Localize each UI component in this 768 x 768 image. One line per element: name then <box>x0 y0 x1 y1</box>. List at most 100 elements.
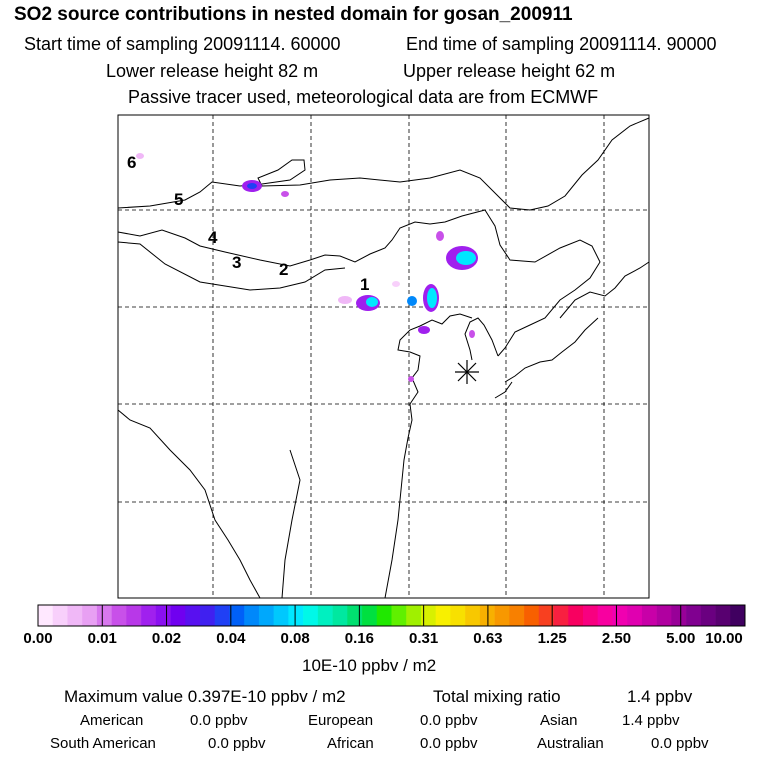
colorbar-cell <box>568 605 584 626</box>
colorbar-cell <box>362 605 378 626</box>
blob-inner-mongolia <box>338 296 352 304</box>
blob-north-china <box>392 281 400 287</box>
african-label: African <box>327 735 374 752</box>
blob-baikal-core <box>247 183 257 189</box>
japan-honshu <box>504 317 599 383</box>
blob-ne-2-core <box>456 251 476 265</box>
total-mixing-value: 1.4 ppbv <box>627 687 693 706</box>
colorbar-cell <box>141 605 157 626</box>
japan-kyushu <box>494 381 513 399</box>
blob-far-west <box>136 153 144 159</box>
start-time: Start time of sampling 20091114. 60000 <box>24 34 341 54</box>
colorbar-cell <box>700 605 716 626</box>
colorbar-cell <box>524 605 540 626</box>
african-value: 0.0 ppbv <box>420 735 478 752</box>
colorbar-tick-label: 0.31 <box>409 630 439 647</box>
colorbar-cell <box>715 605 731 626</box>
lower-release-height: Lower release height 82 m <box>106 61 319 81</box>
colorbar-cell <box>686 605 702 626</box>
south-border <box>117 409 261 599</box>
colorbar-cell <box>597 605 613 626</box>
australian-label: Australian <box>537 735 604 752</box>
colorbar-tick-label: 2.50 <box>601 630 632 647</box>
indochina-border <box>281 449 301 599</box>
map-chart: 1 2 3 4 5 6 <box>37 114 746 627</box>
colorbar <box>37 604 746 627</box>
colorbar-tick-label: 0.00 <box>23 630 53 647</box>
colorbar-cell <box>494 605 510 626</box>
blob-korea <box>469 330 475 338</box>
colorbar-tick-label: 1.25 <box>537 630 567 647</box>
manchuria-border <box>484 209 601 357</box>
region-label-6: 6 <box>127 153 136 172</box>
region-labels: 1 2 3 4 5 6 <box>127 153 369 294</box>
colorbar-cell <box>332 605 348 626</box>
colorbar-cell <box>52 605 68 626</box>
colorbar-cell <box>627 605 643 626</box>
colorbar-cell <box>303 605 319 626</box>
australian-value: 0.0 ppbv <box>651 735 709 752</box>
map-frame <box>117 114 650 599</box>
colorbar-cell <box>67 605 83 626</box>
colorbar-cell <box>479 605 495 626</box>
colorbar-cell <box>450 605 466 626</box>
colorbar-cell <box>126 605 142 626</box>
colorbar-cell <box>671 605 687 626</box>
region-label-4: 4 <box>208 228 218 247</box>
colorbar-tick-label: 5.00 <box>666 630 696 647</box>
colorbar-cell <box>538 605 554 626</box>
colorbar-cell <box>465 605 481 626</box>
region-label-5: 5 <box>174 190 183 209</box>
colorbar-cell <box>82 605 98 626</box>
european-value: 0.0 ppbv <box>420 712 478 729</box>
region-label-1: 1 <box>360 275 369 294</box>
colorbar-tick-label: 10.00 <box>705 630 743 647</box>
tracer-note: Passive tracer used, meteorological data… <box>128 87 599 107</box>
region-label-3: 3 <box>232 253 241 272</box>
colorbar-cell <box>406 605 422 626</box>
colorbar-cell <box>420 605 436 626</box>
colorbar-tick-label: 0.04 <box>216 630 246 647</box>
colorbar-cell <box>170 605 186 626</box>
china-east-coast <box>384 313 473 599</box>
blob-ne-1 <box>436 231 444 241</box>
map-gridlines <box>118 115 649 598</box>
colorbar-tick-label: 0.16 <box>344 630 374 647</box>
end-time: End time of sampling 20091114. 90000 <box>406 34 717 54</box>
coastlines <box>117 117 650 599</box>
european-label: European <box>308 712 374 729</box>
colorbar-cell <box>273 605 289 626</box>
total-mixing-label: Total mixing ratio <box>433 687 561 706</box>
blob-liaoning-core <box>427 288 437 308</box>
chart-title: SO2 source contributions in nested domai… <box>14 4 573 25</box>
upper-release-height: Upper release height 62 m <box>403 61 616 81</box>
american-value: 0.0 ppbv <box>190 712 248 729</box>
south-american-value: 0.0 ppbv <box>208 735 266 752</box>
colorbar-cell <box>612 605 628 626</box>
blob-beijing <box>407 296 417 306</box>
max-value: Maximum value 0.397E-10 ppbv / m2 <box>64 687 346 706</box>
concentration-field <box>136 153 478 382</box>
colorbar-cell <box>38 605 54 626</box>
south-american-label: South American <box>50 735 156 752</box>
colorbar-cell <box>288 605 304 626</box>
colorbar-cell <box>509 605 525 626</box>
colorbar-cell <box>641 605 657 626</box>
mongolia-south-border <box>117 241 346 291</box>
region-label-2: 2 <box>279 260 288 279</box>
colorbar-cell <box>553 605 569 626</box>
colorbar-cell <box>258 605 274 626</box>
blob-baikal-east <box>281 191 289 197</box>
blob-south <box>408 376 414 382</box>
colorbar-cell <box>214 605 230 626</box>
asian-value: 1.4 ppbv <box>622 712 680 729</box>
colorbar-cell <box>200 605 216 626</box>
colorbar-cell <box>376 605 392 626</box>
colorbar-cell <box>656 605 672 626</box>
colorbar-tick-label: 0.08 <box>280 630 310 647</box>
asian-label: Asian <box>540 712 578 729</box>
colorbar-cell <box>730 605 746 626</box>
colorbar-cell <box>155 605 171 626</box>
colorbar-cell <box>111 605 127 626</box>
colorbar-tick-label: 0.63 <box>473 630 503 647</box>
